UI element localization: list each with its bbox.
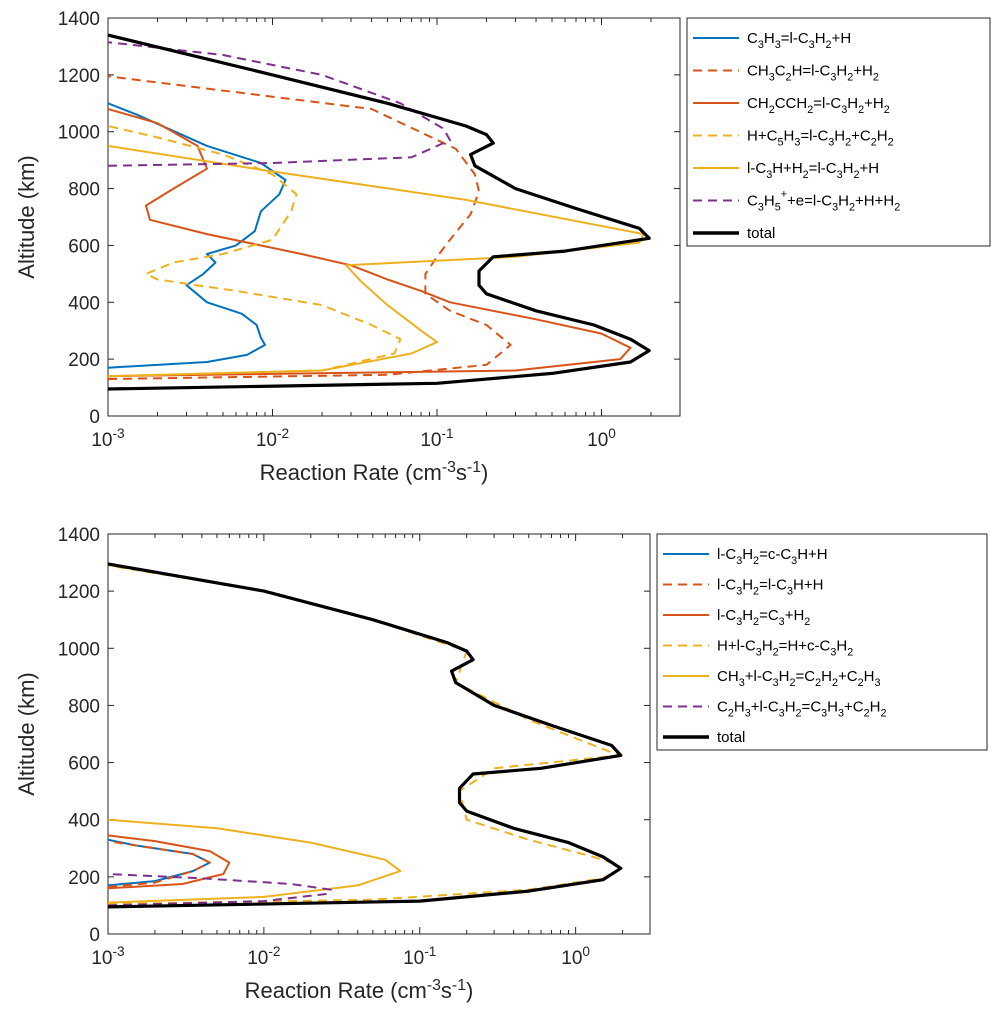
legend-label-7: total — [747, 225, 775, 242]
y-tick-label: 1400 — [58, 9, 100, 30]
chart-panel-1: 0 200 400 600 800 1000 1200 1400 10-3​ 10-2​ 10-1​… — [14, 9, 991, 485]
y-tick-label: 1000 — [58, 123, 100, 144]
series-line-7 — [108, 33, 651, 391]
y-axis-title: Altitude (km) — [14, 672, 39, 795]
y-tick-label: 1000 — [58, 639, 100, 660]
x-axis-title: Reaction Rate (cm-3s-1) — [260, 459, 489, 485]
y-axis-title: Altitude (km) — [14, 155, 39, 278]
x-tick-label: 10-3​ — [91, 426, 124, 451]
x-tick-label: 10-2​ — [256, 426, 289, 451]
y-tick-label: 800 — [68, 696, 100, 717]
series-line-5 — [108, 144, 645, 378]
series-line-2 — [108, 75, 512, 380]
legend-box — [656, 533, 988, 751]
x-tick-label: 10-3​ — [91, 944, 124, 969]
y-tick-label: 1200 — [58, 66, 100, 87]
series-line-3 — [108, 834, 231, 890]
series-line-6 — [108, 873, 333, 907]
x-tick-label: 10-2​ — [247, 944, 280, 969]
legend-label-6: C3H5++e=l-C3H2+H+H2​ — [747, 189, 900, 214]
series-line-5 — [108, 818, 402, 904]
y-tick-label: 400 — [68, 293, 100, 314]
series-layer — [108, 33, 651, 391]
y-tick-label: 0 — [89, 407, 100, 428]
legend-label-5: CH3+l-C3H2=C2H2+C2H3​ — [717, 668, 881, 689]
legend-label-7: total — [717, 729, 745, 746]
legend-label-4: H+C5H3=l-C3H2+C2H2​ — [747, 128, 894, 149]
legend-label-1: C3H3=l-C3H2+H — [747, 30, 851, 51]
legend-box — [686, 17, 991, 247]
y-tick-label: 600 — [68, 236, 100, 257]
y-tick-label: 800 — [68, 180, 100, 201]
series-line-4 — [108, 125, 402, 378]
plot-area — [107, 533, 651, 935]
series-line-2 — [108, 840, 211, 888]
x-tick-label: 10-1​ — [403, 944, 436, 969]
y-tick-label: 1400 — [58, 525, 100, 546]
y-tick-label: 400 — [68, 811, 100, 832]
series-line-6 — [108, 41, 451, 167]
legend: C3H3=l-C3H2+H CH3C2H=l-C3H2+H2​ CH2CCH2=l-… — [686, 17, 991, 247]
y-tick-label: 0 — [89, 925, 100, 946]
legend-label-4: H+l-C3H2=H+c-C3H2​ — [717, 638, 853, 659]
y-tick-label: 200 — [68, 350, 100, 371]
y-tick-label: 1200 — [58, 582, 100, 603]
legend: l-C3H2=c-C3H+H l-C3H2=l-C3H+H l-C3H2=C3+H2… — [656, 533, 988, 751]
chart-panel-2: 0 200 400 600 800 1000 1200 1400 10-3​ 10-2​ 10-1​… — [14, 525, 988, 1003]
legend-label-5: l-C3H+H2=l-C3H2+H — [747, 160, 879, 181]
legend-label-2: l-C3H2=l-C3H+H — [717, 577, 823, 598]
x-tick-label: 10-1​ — [420, 426, 453, 451]
plot-area — [107, 17, 681, 417]
legend-label-6: C2H3+l-C3H2=C3H3+C2H2​ — [717, 699, 887, 720]
x-tick-label: 100​ — [561, 944, 590, 969]
series-layer — [108, 562, 623, 909]
y-tick-label: 200 — [68, 868, 100, 889]
series-line-7 — [108, 562, 623, 909]
y-tick-label: 600 — [68, 754, 100, 775]
x-tick-label: 100​ — [587, 426, 616, 451]
legend-label-3: l-C3H2=C3+H2​ — [717, 607, 810, 628]
x-axis-title: Reaction Rate (cm-3s-1) — [245, 977, 474, 1003]
series-line-1 — [108, 102, 287, 369]
legend-label-2: CH3C2H=l-C3H2+H2​ — [747, 63, 879, 84]
legend-label-3: CH2CCH2=l-C3H2+H2​ — [747, 95, 890, 116]
legend-label-1: l-C3H2=c-C3H+H — [717, 546, 828, 567]
